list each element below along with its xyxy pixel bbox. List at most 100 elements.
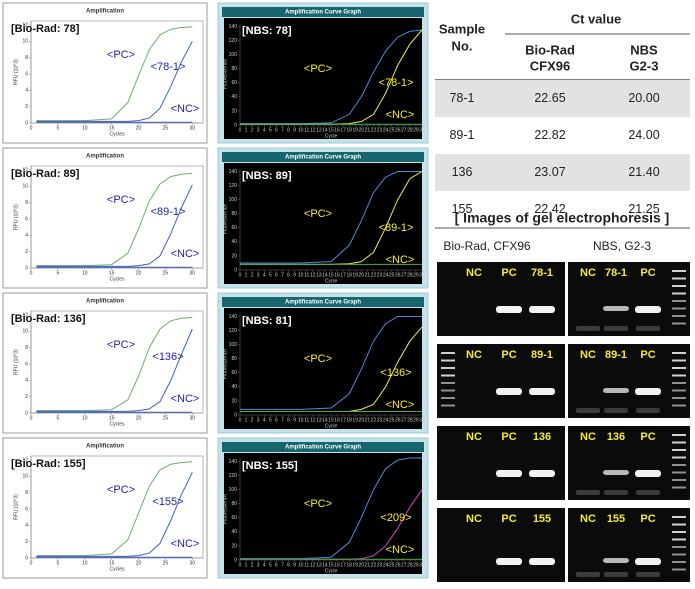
chart-tag: [NBS: 155] — [242, 460, 298, 472]
cell: 22.42 — [534, 202, 565, 216]
x-tick-label: 3 — [257, 272, 260, 278]
cell: 78-1 — [449, 91, 474, 105]
x-tick-label: 10 — [82, 125, 88, 131]
curve-label: <PC> — [107, 484, 135, 496]
x-tick-label: 22 — [371, 127, 377, 133]
gel-band — [635, 558, 661, 565]
lane-label: 78-1 — [531, 267, 553, 279]
y-tick-label: 2 — [25, 539, 28, 545]
header-nbs: G2-3 — [630, 58, 659, 73]
gel-image — [568, 426, 690, 500]
y-tick-label: 6 — [25, 361, 28, 367]
dimer-smear — [576, 408, 600, 413]
chart-tag: [NBS: 81] — [242, 315, 292, 327]
ladder-band — [672, 307, 686, 310]
lane-label: 155 — [533, 513, 551, 525]
ladder-band — [672, 277, 686, 280]
y-axis-label: RFU (10^3) — [13, 59, 19, 85]
dimer-smear — [636, 490, 660, 495]
x-tick-label: 28 — [407, 127, 413, 133]
y-axis-label: RFU (10^3) — [13, 204, 19, 230]
curve-label: <78-1> — [379, 77, 414, 89]
gel-title: [ Images of gel electrophoresis ] — [455, 210, 670, 226]
x-tick-label: 7 — [281, 272, 284, 278]
x-tick-label: 12 — [310, 272, 316, 278]
gel-band — [635, 388, 661, 395]
x-tick-label: 1 — [245, 562, 248, 568]
y-axis-label: Fluorescence — [222, 494, 228, 524]
lane-label: 136 — [607, 431, 625, 443]
x-tick-label: 27 — [401, 272, 407, 278]
plot-area — [224, 18, 422, 139]
y-tick-label: 20 — [231, 543, 237, 549]
ladder-band — [672, 285, 686, 287]
ladder-band — [441, 374, 455, 377]
y-tick-label: 60 — [231, 80, 237, 86]
row-bg — [435, 154, 690, 191]
x-tick-label: 29 — [413, 127, 419, 133]
x-tick-label: 10 — [82, 270, 88, 276]
x-tick-label: 24 — [383, 417, 389, 423]
x-tick-label: 17 — [340, 417, 346, 423]
x-tick-label: 1 — [245, 127, 248, 133]
y-tick-label: 40 — [231, 384, 237, 390]
x-axis-label: Cycles — [109, 421, 125, 427]
title-bar — [222, 297, 424, 307]
lane-label: PC — [501, 267, 516, 279]
x-tick-label: 6 — [275, 417, 278, 423]
x-tick-label: 20 — [136, 560, 142, 566]
gel-image — [437, 344, 565, 418]
ladder-band — [441, 352, 455, 354]
ladder-band — [441, 404, 455, 407]
x-tick-label: 5 — [56, 125, 59, 131]
x-tick-label: 26 — [395, 127, 401, 133]
x-tick-label: 15 — [109, 560, 115, 566]
chart-title: Amplification Curve Graph — [285, 300, 361, 306]
cell: 21.25 — [628, 202, 659, 216]
x-tick-label: 10 — [298, 127, 304, 133]
x-tick-label: 23 — [377, 127, 383, 133]
x-tick-label: 17 — [340, 127, 346, 133]
y-tick-label: 2 — [25, 394, 28, 400]
x-tick-label: 29 — [413, 562, 419, 568]
gel-band — [529, 470, 555, 477]
x-tick-label: 10 — [82, 560, 88, 566]
x-tick-label: 27 — [401, 417, 407, 423]
y-tick-label: 12 — [22, 312, 28, 318]
x-tick-label: 19 — [352, 127, 358, 133]
biorad-chart: Amplification 0 5 10 15 20 25 30 0 2 4 6 8 10 12 Cycles… — [2, 437, 208, 579]
ladder-band — [672, 322, 686, 325]
chart-title: Amplification — [86, 299, 124, 305]
gel-band — [603, 470, 629, 475]
lane-label: NC — [466, 349, 482, 361]
lane-label: 155 — [607, 513, 625, 525]
ladder-band — [672, 374, 686, 377]
y-tick-label: 0 — [234, 557, 237, 563]
y-tick-label: 0 — [234, 267, 237, 273]
x-tick-label: 0 — [239, 127, 242, 133]
x-tick-label: 5 — [56, 270, 59, 276]
y-axis-label: RFU (10^3) — [13, 494, 19, 520]
x-tick-label: 6 — [275, 272, 278, 278]
x-tick-label: 10 — [298, 562, 304, 568]
cell: 23.07 — [534, 165, 565, 179]
x-tick-label: 5 — [269, 127, 272, 133]
x-tick-label: 26 — [395, 272, 401, 278]
x-axis-label: Cycle — [325, 568, 338, 574]
biorad-chart: Amplification 0 5 10 15 20 25 30 0 2 4 6 8 10 12 Cycles… — [2, 292, 208, 434]
x-tick-label: 8 — [287, 272, 290, 278]
curve — [36, 26, 193, 122]
x-tick-label: 21 — [365, 417, 371, 423]
y-tick-label: 140 — [229, 459, 238, 465]
x-tick-label: 1 — [245, 272, 248, 278]
x-tick-label: 28 — [407, 417, 413, 423]
x-tick-label: 23 — [377, 562, 383, 568]
chart-tag: [Bio-Rad: 78] — [11, 23, 80, 35]
y-tick-label: 80 — [231, 501, 237, 507]
curve-label: <89-1> — [379, 222, 414, 234]
x-tick-label: 5 — [269, 417, 272, 423]
x-tick-label: 8 — [287, 127, 290, 133]
x-tick-label: 0 — [30, 270, 33, 276]
y-tick-label: 0 — [234, 122, 237, 128]
x-tick-label: 22 — [371, 417, 377, 423]
